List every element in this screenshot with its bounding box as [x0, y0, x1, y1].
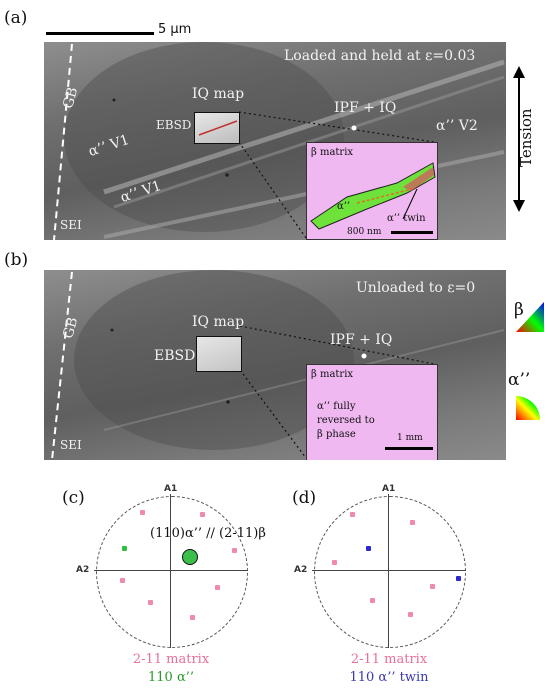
pole-left-c: A2 [76, 565, 90, 575]
panel-a-label: (a) [4, 8, 28, 28]
ipf-iq-label-a: IPF + IQ [334, 100, 397, 116]
sei-label-a: SEI [60, 218, 82, 232]
ipf-inset-a: β matrix α’’ α’’ twin 800 nm [306, 142, 438, 240]
matrix-pole-c2 [200, 512, 205, 517]
legend-d-line1: 2-11 matrix [350, 652, 428, 667]
pole-figure-c [96, 496, 248, 648]
tension-arrow [513, 66, 525, 212]
panel-c-label: (c) [62, 488, 85, 508]
twin-pole-d1 [366, 546, 371, 551]
axis-h-c [94, 570, 248, 571]
sei-label-b: SEI [60, 438, 82, 452]
panel-b-label: (b) [4, 250, 29, 270]
twin-pole-d2 [456, 576, 461, 581]
sem-image-b: Unloaded to ε=0 GB IQ map EBSD IPF + IQ … [44, 270, 506, 460]
alpha-v2-label-a: α’’ V2 [436, 118, 478, 134]
beta-ipf-triangle [516, 302, 544, 332]
tension-label: Tension [517, 108, 535, 167]
ipf-inset-b: β matrix α’’ fully reversed to β phase 1… [306, 364, 438, 460]
condition-text-a: Loaded and held at ε=0.03 [284, 48, 476, 64]
iq-map-label-b: IQ map [192, 314, 245, 330]
annotation-c: (110)α’’ // (2-11)β [150, 526, 266, 541]
inset-scale-label-b: 1 mm [397, 433, 423, 443]
inset-note-line1-b: α’’ fully [317, 401, 356, 412]
twin-shape-a [310, 162, 436, 230]
iq-map-label-a: IQ map [192, 86, 245, 102]
matrix-pole-d6 [408, 612, 413, 617]
pole-figure-d [314, 496, 466, 648]
ipf-iq-label-b: IPF + IQ [330, 332, 393, 348]
inset-beta-matrix-a: β matrix [311, 147, 354, 158]
matrix-pole-c3 [215, 585, 220, 590]
inset-twin-a: α’’ twin [387, 213, 426, 224]
matrix-pole-c7 [232, 548, 237, 553]
sem-image-a: Loaded and held at ε=0.03 GB IQ map EBSD… [44, 42, 506, 240]
inset-scale-bar-a [391, 231, 433, 234]
highlight-circle-c [182, 549, 198, 565]
inset-scale-bar-b [385, 447, 433, 450]
matrix-pole-c6 [190, 615, 195, 620]
ebsd-label-a: EBSD [156, 118, 192, 132]
scale-bar-label-a: 5 µm [158, 22, 192, 37]
matrix-pole-c5 [120, 578, 125, 583]
legend-c-line1: 2-11 matrix [132, 652, 210, 667]
panel-d-label: (d) [292, 488, 317, 508]
matrix-pole-c4 [148, 600, 153, 605]
legend-d-line2: 110 α’’ twin [349, 670, 429, 685]
inset-alpha-a: α’’ [337, 201, 351, 212]
pole-top-d: A1 [382, 484, 396, 494]
legend-beta-label: β [514, 300, 524, 320]
ebsd-region-a [194, 112, 240, 144]
matrix-pole-d2 [410, 520, 415, 525]
inset-note-line3-b: β phase [317, 429, 356, 440]
inset-beta-matrix-b: β matrix [311, 369, 354, 380]
inset-note-line2-b: reversed to [317, 415, 375, 426]
alpha-pole-c [122, 546, 127, 551]
axis-v-d [388, 494, 389, 648]
scale-bar-a [46, 32, 154, 35]
matrix-pole-d5 [332, 560, 337, 565]
alpha-ipf-quadrant [516, 396, 540, 420]
legend-alpha-label: α’’ [508, 370, 531, 390]
pole-top-c: A1 [164, 484, 178, 494]
inset-scale-label-a: 800 nm [347, 227, 382, 237]
axis-h-d [312, 570, 466, 571]
matrix-pole-d1 [350, 512, 355, 517]
condition-text-b: Unloaded to ε=0 [356, 280, 476, 296]
pole-left-d: A2 [294, 565, 308, 575]
matrix-pole-d4 [370, 598, 375, 603]
legend-c-line2: 110 α’’ [148, 670, 194, 685]
matrix-pole-d3 [430, 584, 435, 589]
matrix-pole-c1 [140, 510, 145, 515]
axis-v-c [170, 494, 171, 648]
ebsd-label-b: EBSD [154, 348, 196, 364]
ebsd-region-b [196, 336, 242, 372]
